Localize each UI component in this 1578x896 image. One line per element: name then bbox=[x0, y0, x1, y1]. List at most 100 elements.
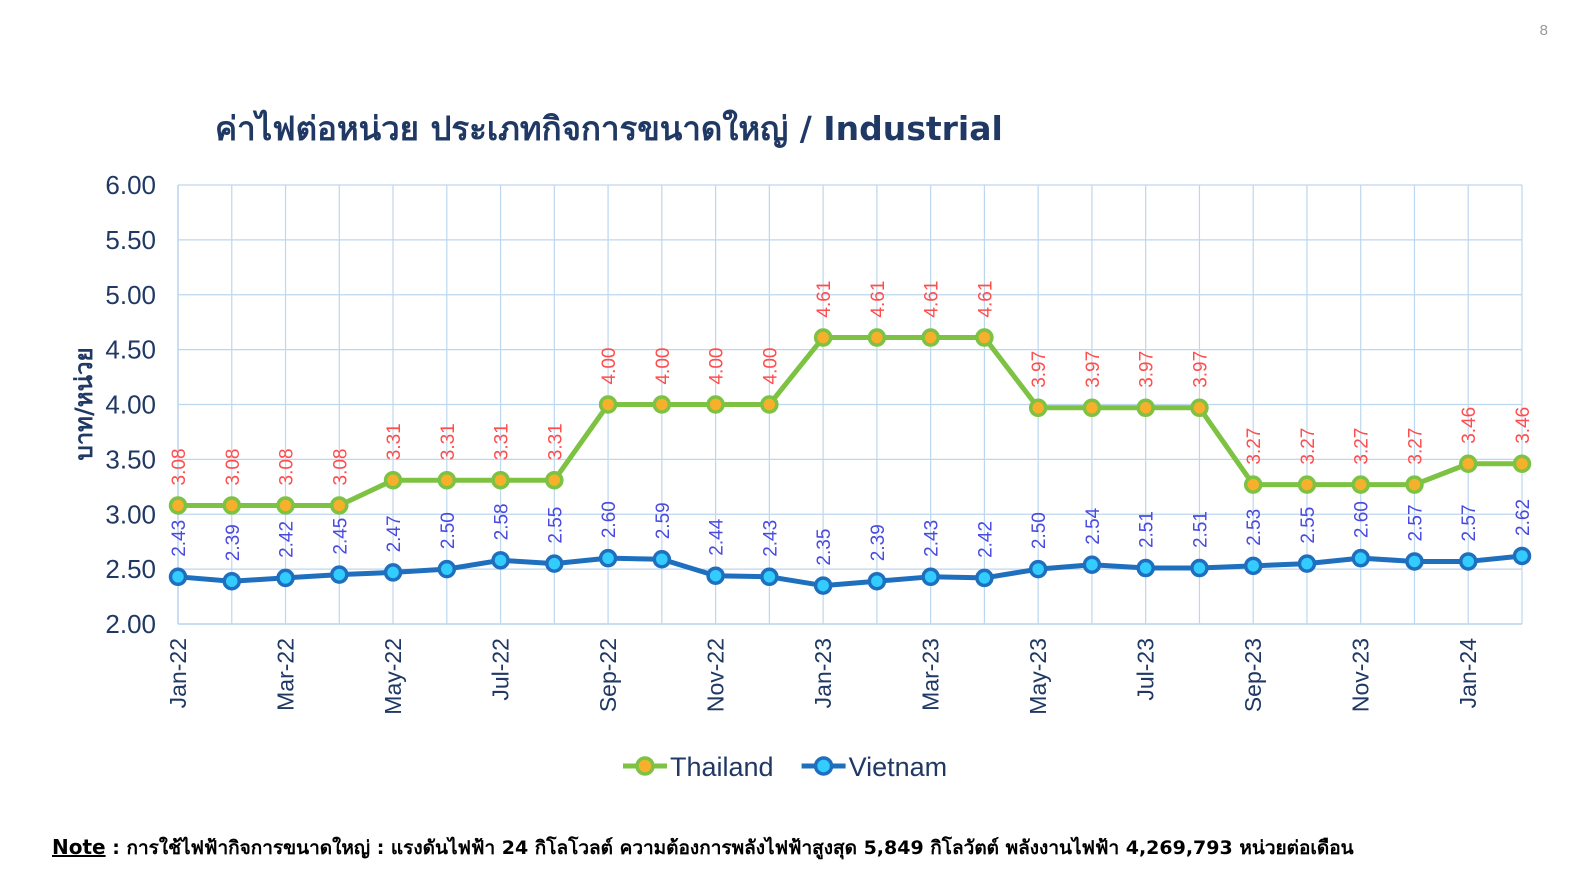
x-tick-label: May-22 bbox=[380, 638, 406, 715]
data-label-thailand: 3.08 bbox=[277, 448, 298, 485]
data-label-thailand: 3.31 bbox=[384, 423, 405, 460]
data-point-thailand bbox=[1190, 398, 1209, 418]
data-label-vietnam: 2.50 bbox=[1029, 512, 1050, 549]
y-tick-label: 2.50 bbox=[105, 554, 156, 584]
y-tick-label: 5.50 bbox=[105, 225, 156, 255]
data-label-thailand: 4.61 bbox=[868, 281, 889, 318]
data-label-vietnam: 2.51 bbox=[1190, 511, 1211, 548]
data-point-thailand bbox=[1082, 398, 1102, 418]
data-label-thailand: 4.61 bbox=[975, 281, 996, 318]
data-label-vietnam: 2.43 bbox=[760, 520, 781, 557]
y-tick-label: 6.00 bbox=[105, 170, 156, 200]
data-point-thailand bbox=[330, 496, 349, 515]
data-label-thailand: 3.27 bbox=[1298, 428, 1319, 465]
data-point-vietnam bbox=[222, 571, 242, 591]
note: Note : การใช้ไฟฟ้ากิจการขนาดใหญ่ : แรงดั… bbox=[52, 833, 1354, 863]
data-point-thailand bbox=[545, 470, 564, 490]
data-label-vietnam: 2.39 bbox=[868, 524, 889, 561]
data-label-thailand: 4.00 bbox=[653, 348, 674, 385]
data-label-thailand: 3.08 bbox=[223, 448, 244, 485]
data-point-vietnam bbox=[168, 567, 188, 587]
data-label-thailand: 3.31 bbox=[492, 423, 513, 460]
data-label-thailand: 3.97 bbox=[1190, 351, 1211, 388]
data-point-thailand bbox=[491, 470, 510, 490]
x-tick-label: May-23 bbox=[1025, 638, 1051, 715]
note-separator: : bbox=[105, 837, 127, 859]
data-label-vietnam: 2.51 bbox=[1137, 511, 1158, 548]
data-point-vietnam bbox=[1458, 552, 1478, 571]
data-point-vietnam bbox=[1405, 552, 1424, 571]
chart-title: ค่าไฟต่อหน่วย ประเภทกิจการขนาดใหญ่ / Ind… bbox=[215, 109, 1003, 148]
data-point-vietnam bbox=[276, 568, 295, 588]
page-number: 8 bbox=[1539, 22, 1548, 39]
data-point-vietnam bbox=[545, 554, 564, 573]
y-tick-label: 4.00 bbox=[105, 390, 156, 420]
data-point-vietnam bbox=[706, 566, 725, 585]
x-tick-label: Nov-22 bbox=[703, 638, 729, 712]
y-tick-label: 2.00 bbox=[105, 609, 156, 639]
y-tick-label: 4.50 bbox=[105, 335, 156, 365]
data-label-thailand: 3.97 bbox=[1029, 351, 1050, 388]
x-tick-label: Mar-23 bbox=[918, 638, 944, 711]
legend-label-vietnam: Vietnam bbox=[849, 752, 948, 782]
data-label-vietnam: 2.57 bbox=[1459, 504, 1480, 541]
y-axis-label: บาท/หน่วย bbox=[70, 347, 98, 460]
data-point-thailand bbox=[1512, 454, 1532, 474]
data-point-thailand bbox=[276, 496, 295, 515]
data-label-vietnam: 2.43 bbox=[922, 520, 943, 557]
x-tick-label: Jan-23 bbox=[810, 638, 836, 708]
data-point-vietnam bbox=[1136, 558, 1155, 578]
data-point-vietnam bbox=[437, 559, 457, 579]
x-tick-label: Jul-23 bbox=[1133, 638, 1159, 701]
note-text: การใช้ไฟฟ้ากิจการขนาดใหญ่ : แรงดันไฟฟ้า … bbox=[126, 837, 1354, 859]
data-label-vietnam: 2.39 bbox=[223, 524, 244, 561]
data-label-vietnam: 2.55 bbox=[545, 507, 566, 544]
data-point-vietnam bbox=[1243, 556, 1263, 576]
data-label-vietnam: 2.59 bbox=[653, 502, 674, 539]
data-point-thailand bbox=[437, 470, 457, 490]
data-point-vietnam bbox=[598, 548, 618, 568]
data-point-thailand bbox=[867, 328, 887, 347]
data-point-thailand bbox=[921, 328, 940, 347]
legend-label-thailand: Thailand bbox=[670, 752, 774, 782]
data-point-vietnam bbox=[1512, 546, 1532, 566]
data-point-vietnam bbox=[1028, 559, 1048, 579]
data-point-vietnam bbox=[921, 567, 940, 587]
data-point-thailand bbox=[1351, 475, 1370, 494]
data-point-vietnam bbox=[975, 568, 994, 588]
data-point-thailand bbox=[975, 328, 994, 347]
data-label-thailand: 3.31 bbox=[545, 423, 566, 460]
data-label-vietnam: 2.50 bbox=[438, 512, 459, 549]
data-label-thailand: 3.46 bbox=[1459, 407, 1480, 444]
data-label-vietnam: 2.62 bbox=[1513, 499, 1534, 536]
data-point-vietnam bbox=[330, 565, 349, 584]
x-tick-label: Jul-22 bbox=[488, 638, 514, 701]
data-point-vietnam bbox=[383, 563, 403, 582]
data-point-vietnam bbox=[867, 571, 887, 591]
data-point-thailand bbox=[1405, 475, 1424, 494]
data-point-thailand bbox=[598, 395, 618, 414]
data-label-thailand: 4.00 bbox=[599, 348, 620, 385]
data-label-thailand: 4.61 bbox=[922, 281, 943, 318]
line-chart: 2.00 2.50 3.00 3.50 4.00 4.50 5.00 5.50 6.00 Jan-… bbox=[70, 170, 1534, 782]
x-tick-label: Jan-24 bbox=[1455, 638, 1481, 709]
data-point-vietnam bbox=[1082, 555, 1102, 574]
data-label-thailand: 3.97 bbox=[1137, 351, 1158, 388]
legend-marker-thailand bbox=[635, 756, 655, 776]
data-label-vietnam: 2.58 bbox=[492, 503, 513, 540]
data-label-vietnam: 2.45 bbox=[330, 518, 351, 555]
data-point-thailand bbox=[652, 395, 672, 414]
data-label-thailand: 3.27 bbox=[1405, 428, 1426, 465]
data-point-vietnam bbox=[760, 567, 779, 587]
data-point-vietnam bbox=[1351, 548, 1370, 568]
data-label-thailand: 3.46 bbox=[1513, 407, 1534, 444]
data-label-thailand: 3.31 bbox=[438, 423, 459, 460]
data-label-vietnam: 2.54 bbox=[1083, 507, 1104, 544]
series-line-vietnam bbox=[177, 553, 1523, 589]
data-label-vietnam: 2.35 bbox=[814, 529, 835, 566]
data-label-vietnam: 2.60 bbox=[1352, 501, 1373, 538]
x-tick-label: Nov-23 bbox=[1348, 638, 1374, 712]
data-point-vietnam bbox=[813, 576, 833, 595]
data-point-vietnam bbox=[491, 551, 510, 570]
data-point-thailand bbox=[168, 496, 188, 515]
